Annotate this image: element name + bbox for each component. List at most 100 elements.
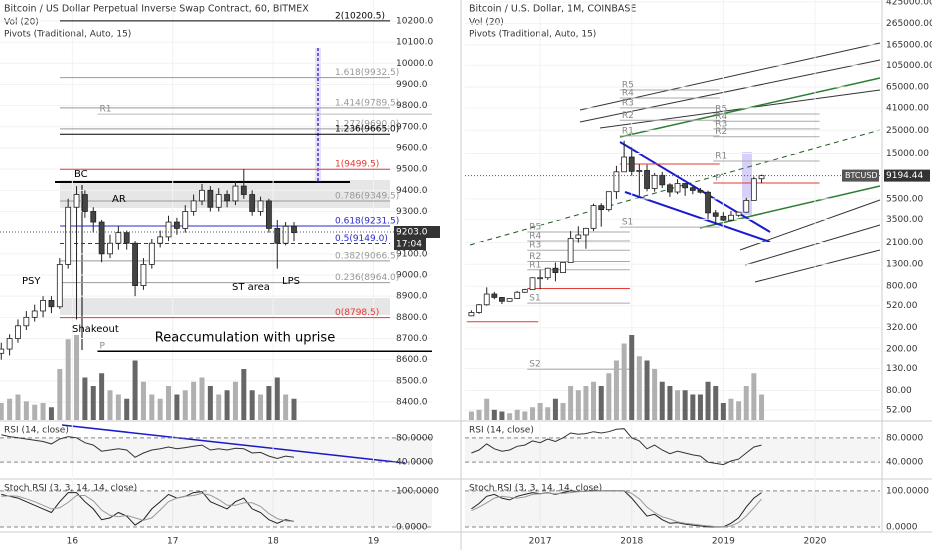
indicator-line bbox=[1, 491, 295, 526]
y-tick-label: 40.0000 bbox=[886, 458, 923, 468]
candle-body bbox=[207, 189, 214, 208]
y-tick-label: 9100.0 bbox=[396, 249, 428, 259]
candle-body bbox=[240, 185, 247, 195]
volume-bar bbox=[514, 409, 520, 420]
price-tag-symbol-text: BTCUSD bbox=[845, 171, 878, 180]
pivot-label: R5 bbox=[622, 80, 634, 90]
pivot-label: R2 bbox=[529, 252, 541, 262]
candle-body bbox=[148, 242, 155, 265]
measure-box bbox=[315, 48, 321, 182]
candle-body bbox=[81, 194, 88, 212]
x-tick-label: 2018 bbox=[620, 537, 643, 547]
annotation: AR bbox=[112, 194, 126, 205]
volume-bar bbox=[57, 369, 63, 420]
volume-bar bbox=[182, 390, 188, 420]
left-drawings bbox=[55, 48, 406, 464]
pivot-label: R1 bbox=[622, 126, 634, 136]
y-tick-label: 80.00 bbox=[886, 386, 912, 396]
fib-label: 1.618(9932.5) bbox=[335, 68, 399, 78]
annotation: LPS bbox=[282, 276, 300, 287]
volume-bar bbox=[613, 360, 619, 420]
pivot-label: R1 bbox=[715, 151, 727, 161]
volume-bar bbox=[552, 398, 558, 420]
candle-body bbox=[544, 267, 551, 279]
volume-bar bbox=[736, 401, 742, 420]
y-tick-label: 65000.00 bbox=[886, 83, 929, 93]
y-tick-label: 41000.00 bbox=[886, 103, 929, 113]
chart-title: Bitcoin / US Dollar Perpetual Inverse Sw… bbox=[4, 4, 309, 15]
x-tick-label: 2019 bbox=[712, 537, 735, 547]
y-tick-label: 25000.00 bbox=[886, 126, 929, 136]
volume-bar bbox=[491, 409, 497, 420]
y-tick-label: 9400.0 bbox=[396, 186, 428, 196]
fib-label: 1.236(9665.0) bbox=[335, 125, 399, 135]
volume-bar bbox=[90, 386, 96, 420]
pivot-label: S2 bbox=[529, 360, 540, 370]
candle-body bbox=[182, 211, 189, 229]
y-tick-label: 0.0000 bbox=[396, 522, 428, 532]
chart-title: Bitcoin / U.S. Dollar, 1M, COINBASE bbox=[469, 4, 636, 15]
price-tag bbox=[394, 226, 440, 239]
x-tick-label: 2017 bbox=[529, 537, 552, 547]
channel-mid bbox=[469, 129, 881, 246]
fan-line bbox=[744, 224, 881, 266]
fan-line bbox=[579, 59, 881, 123]
x-tick-label: 19 bbox=[368, 537, 380, 547]
candle-body bbox=[266, 200, 272, 229]
pivot-label: R3 bbox=[529, 241, 541, 251]
volume-bar bbox=[659, 381, 665, 420]
candle-body bbox=[621, 156, 628, 173]
pivot-label: R2 bbox=[622, 111, 634, 121]
countdown-tag bbox=[394, 238, 426, 251]
candle-body bbox=[575, 234, 582, 239]
fib-label: 1(9499.5) bbox=[335, 160, 379, 170]
pivot-label: S1 bbox=[529, 294, 540, 304]
candle-body bbox=[199, 189, 205, 202]
fib-label: 0.236(8964.0) bbox=[335, 273, 399, 283]
fib-label: 0(8798.5) bbox=[335, 308, 379, 318]
volume-bar bbox=[759, 394, 765, 420]
candle-body bbox=[132, 242, 138, 286]
volume-bar bbox=[216, 394, 222, 420]
band bbox=[0, 490, 432, 527]
fib-label: 2(10200.5) bbox=[335, 11, 385, 21]
price-tag-symbol bbox=[842, 169, 879, 182]
y-tick-label: 9800.0 bbox=[396, 101, 428, 111]
y-tick-label: 9000.0 bbox=[396, 270, 428, 280]
price-tag bbox=[884, 169, 930, 182]
pane-title: RSI (14, close) bbox=[469, 426, 534, 436]
volume-bar bbox=[675, 390, 681, 420]
price-tag-text: 9203.0 bbox=[396, 228, 428, 238]
pane-title: Stoch RSI (3, 3, 14, 14, close) bbox=[4, 484, 137, 494]
volume-bar bbox=[537, 403, 543, 420]
volume-bar bbox=[32, 404, 38, 420]
volume-bar bbox=[149, 394, 155, 420]
candle-body bbox=[165, 221, 172, 238]
y-tick-label: 9700.0 bbox=[396, 122, 428, 132]
x-tick-label: 2020 bbox=[804, 537, 827, 547]
pivot-label: S1 bbox=[622, 218, 633, 228]
candle-body bbox=[31, 310, 38, 318]
volume-bar bbox=[636, 356, 642, 420]
volume-bar bbox=[468, 411, 474, 420]
y-tick-label: 8800.0 bbox=[396, 313, 428, 323]
candle-body bbox=[90, 211, 97, 223]
annotation: BC bbox=[74, 169, 88, 180]
range-box bbox=[60, 180, 390, 208]
y-tick-label: 265000.00 bbox=[886, 19, 932, 29]
candle-body bbox=[613, 171, 620, 193]
indicator-line bbox=[1, 492, 295, 522]
wedge-line bbox=[619, 141, 771, 233]
range-box bbox=[60, 298, 390, 315]
y-tick-label: 200.00 bbox=[886, 344, 918, 354]
y-tick-label: 100.0000 bbox=[396, 486, 439, 496]
volume-bar bbox=[132, 360, 138, 420]
y-tick-label: 0.0000 bbox=[886, 522, 918, 532]
volume-bar bbox=[283, 394, 289, 420]
volume-bar bbox=[199, 377, 205, 420]
volume-bar bbox=[82, 377, 88, 420]
volume-bar bbox=[705, 381, 711, 420]
y-tick-label: 80.0000 bbox=[396, 433, 433, 443]
volume-bar bbox=[575, 390, 581, 420]
y-tick-label: 8900.0 bbox=[396, 292, 428, 302]
